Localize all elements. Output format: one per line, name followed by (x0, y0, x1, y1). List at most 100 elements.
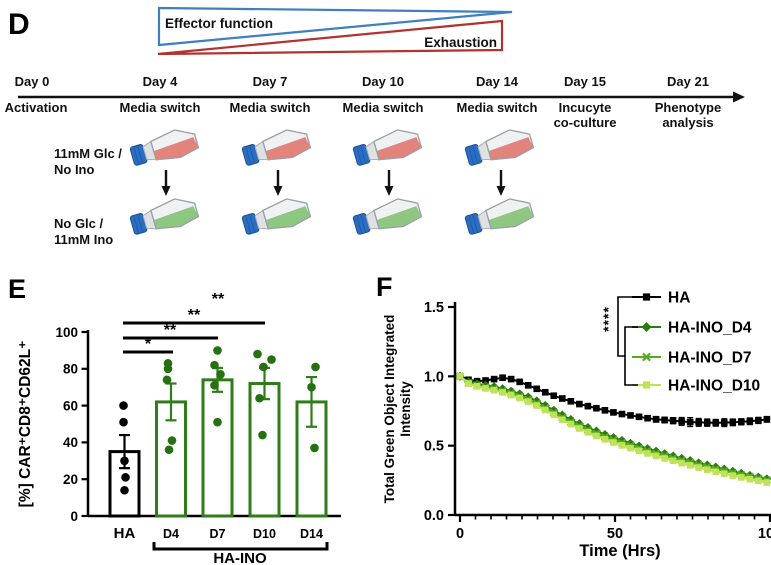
e-y-tick-label: 0 (70, 509, 78, 524)
marker (678, 459, 685, 467)
marker (593, 404, 600, 412)
condition-inosine-label: No Glc / 11mM Ino (54, 216, 114, 247)
e-category-label: HA (114, 525, 136, 542)
effector-function-triangle (157, 6, 513, 47)
red-flask-icon (239, 124, 313, 171)
significance-stars: * (145, 336, 152, 353)
marker (720, 419, 728, 426)
f-x-tick-label: 0 (456, 526, 464, 542)
marker (652, 416, 660, 423)
marker (541, 388, 549, 396)
scatter-point (310, 443, 319, 453)
marker (610, 409, 617, 416)
marker (712, 468, 720, 476)
exhaustion-label: Exhaustion (424, 35, 497, 50)
legend-label-HA-INO_D7: HA-INO_D7 (668, 350, 752, 367)
marker (490, 386, 498, 394)
marker (661, 416, 668, 424)
panel-f-label: F (376, 272, 393, 302)
effector-function-label: Effector function (165, 16, 273, 31)
scatter-point (259, 362, 268, 372)
marker (738, 474, 745, 481)
marker (567, 397, 575, 405)
scatter-point (119, 417, 128, 427)
scatter-point (162, 375, 172, 385)
marker (576, 425, 583, 432)
marker (695, 419, 702, 426)
marker (559, 416, 566, 424)
f-y-tick-label: 1.0 (424, 369, 444, 385)
marker (755, 477, 762, 485)
marker (473, 383, 481, 390)
marker (644, 414, 651, 422)
marker (593, 432, 600, 440)
marker (669, 457, 677, 465)
marker (695, 464, 702, 471)
marker (729, 472, 737, 479)
f-y-tick-label: 0.5 (424, 439, 444, 455)
marker (738, 418, 745, 426)
panel-e-label: E (8, 274, 27, 304)
marker (584, 402, 592, 410)
marker (533, 385, 541, 393)
timeline-day-15: Day 15 (564, 74, 606, 89)
timeline-step-media-switch1: Media switch (119, 100, 201, 115)
ha-ino-group-label: HA-INO (213, 550, 267, 565)
e-y-tick-label: 60 (63, 398, 78, 413)
e-category-label: D14 (300, 527, 323, 541)
marker (533, 402, 541, 409)
scatter-point (213, 417, 222, 427)
marker (550, 392, 558, 400)
marker (584, 429, 592, 436)
e-y-tick-label: 80 (63, 362, 78, 377)
marker (618, 410, 626, 418)
timeline-day-21: Day 21 (667, 74, 709, 89)
legend-significance-stars: **** (600, 306, 616, 332)
scatter-point (121, 473, 130, 482)
f-y-tick-label: 1.5 (424, 300, 444, 316)
scatter-point (210, 360, 219, 370)
scatter-point (216, 370, 225, 379)
flask-pair-day7 (239, 124, 313, 240)
f-y-tick-label: 0.0 (424, 508, 444, 524)
marker (746, 475, 754, 483)
media-switch-arrow-icon (383, 168, 395, 198)
marker (456, 373, 464, 380)
scatter-point (120, 456, 129, 466)
marker (490, 375, 498, 383)
marker (642, 352, 651, 362)
e-y-tick-label: 100 (55, 325, 78, 340)
timeline-step-media-switch3: Media switch (342, 100, 424, 115)
media-switch-arrow-icon (495, 168, 507, 198)
legend-label-HA-INO_D10: HA-INO_D10 (668, 378, 760, 395)
green-object-intensity-line-chart: 0.0 0.5 1.0 1.5 0 50 100 Time (Hrs) Total Green … (382, 290, 771, 560)
timeline-day-4: Day 4 (142, 74, 178, 89)
flask-pair-day10 (350, 124, 424, 240)
marker (627, 444, 634, 452)
e-y-tick-label: 40 (63, 435, 78, 450)
exhaustion-triangle (157, 19, 504, 56)
timeline-step-activation: Activation (4, 100, 68, 115)
marker (763, 416, 771, 423)
marker (516, 378, 523, 386)
timeline-step-phenotype: Phenotype analysis (654, 100, 722, 130)
timeline-day-7: Day 7 (252, 74, 288, 89)
marker (516, 394, 523, 402)
marker (669, 417, 677, 425)
e-y-axis-title: [%] CAR⁺CD8⁺CD62L⁺ (17, 341, 34, 508)
red-flask-icon (350, 124, 424, 171)
red-flask-icon (462, 124, 536, 171)
marker (644, 450, 651, 457)
scatter-point (163, 364, 173, 374)
marker (635, 447, 643, 455)
marker (465, 380, 472, 387)
significance-stars: ** (212, 291, 225, 308)
marker (686, 418, 694, 426)
green-flask-icon (350, 193, 424, 240)
significance-stars: ** (188, 307, 201, 324)
marker (678, 418, 685, 425)
green-flask-icon (239, 193, 313, 240)
marker (635, 413, 643, 421)
marker (550, 411, 558, 419)
legend-label-HA: HA (668, 290, 690, 307)
